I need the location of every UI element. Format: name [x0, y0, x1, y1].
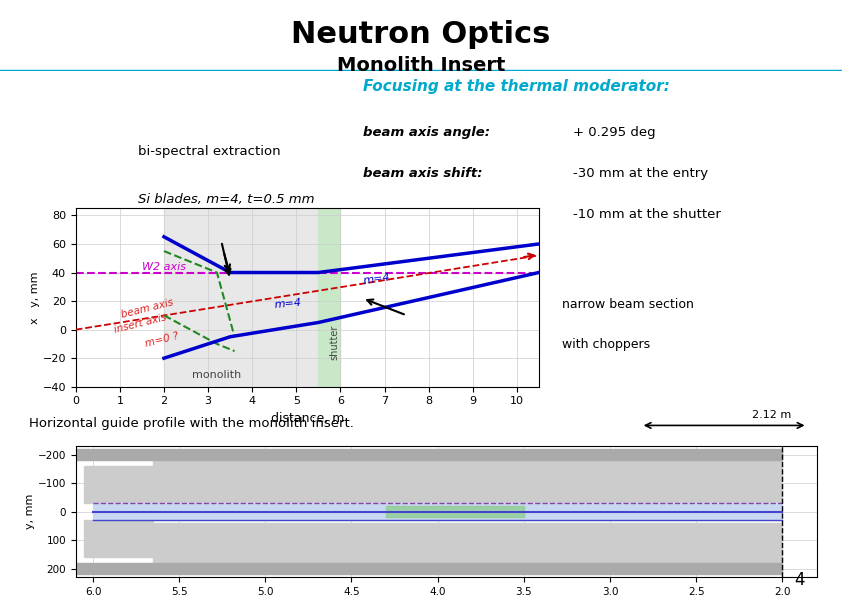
- Text: Focusing at the thermal moderator:: Focusing at the thermal moderator:: [364, 79, 670, 94]
- Text: with choppers: with choppers: [562, 338, 651, 350]
- Text: bi-spectral extraction: bi-spectral extraction: [138, 145, 280, 158]
- Text: shutter: shutter: [329, 325, 339, 360]
- Bar: [153, 452, 782, 502]
- Text: Si blades, m=4, t=0.5 mm: Si blades, m=4, t=0.5 mm: [138, 193, 315, 206]
- Text: m=4: m=4: [362, 273, 391, 286]
- Text: insert axis: insert axis: [114, 312, 168, 334]
- Bar: [386, 506, 524, 518]
- Y-axis label: x   y, mm: x y, mm: [29, 271, 40, 324]
- Text: Horizontal guide profile with the monolith insert.: Horizontal guide profile with the monoli…: [29, 417, 354, 430]
- Bar: [164, 208, 318, 387]
- Bar: [76, 449, 782, 461]
- Bar: [76, 563, 782, 574]
- Text: Neutron Optics: Neutron Optics: [291, 20, 551, 49]
- Text: -10 mm at the shutter: -10 mm at the shutter: [573, 208, 722, 221]
- Text: -30 mm at the entry: -30 mm at the entry: [573, 167, 708, 180]
- Text: m=4: m=4: [274, 298, 302, 310]
- Bar: [84, 466, 153, 503]
- Y-axis label: y, mm: y, mm: [25, 494, 35, 530]
- Text: + 0.295 deg: + 0.295 deg: [573, 126, 656, 139]
- Text: narrow beam section: narrow beam section: [562, 298, 695, 311]
- Text: 4: 4: [795, 571, 805, 589]
- Bar: [84, 520, 153, 558]
- Text: beam axis angle:: beam axis angle:: [364, 126, 490, 139]
- Bar: [153, 523, 782, 573]
- Text: beam axis shift:: beam axis shift:: [364, 167, 483, 180]
- Bar: [318, 208, 340, 387]
- Bar: [93, 503, 782, 520]
- Text: W2 axis: W2 axis: [142, 262, 186, 272]
- Text: 2.12 m: 2.12 m: [752, 410, 791, 420]
- Text: beam axis: beam axis: [120, 298, 174, 320]
- Text: m=0 ?: m=0 ?: [144, 331, 180, 349]
- X-axis label: distance, m: distance, m: [270, 412, 344, 425]
- Text: monolith: monolith: [192, 370, 242, 380]
- Text: Monolith Insert: Monolith Insert: [337, 56, 505, 75]
